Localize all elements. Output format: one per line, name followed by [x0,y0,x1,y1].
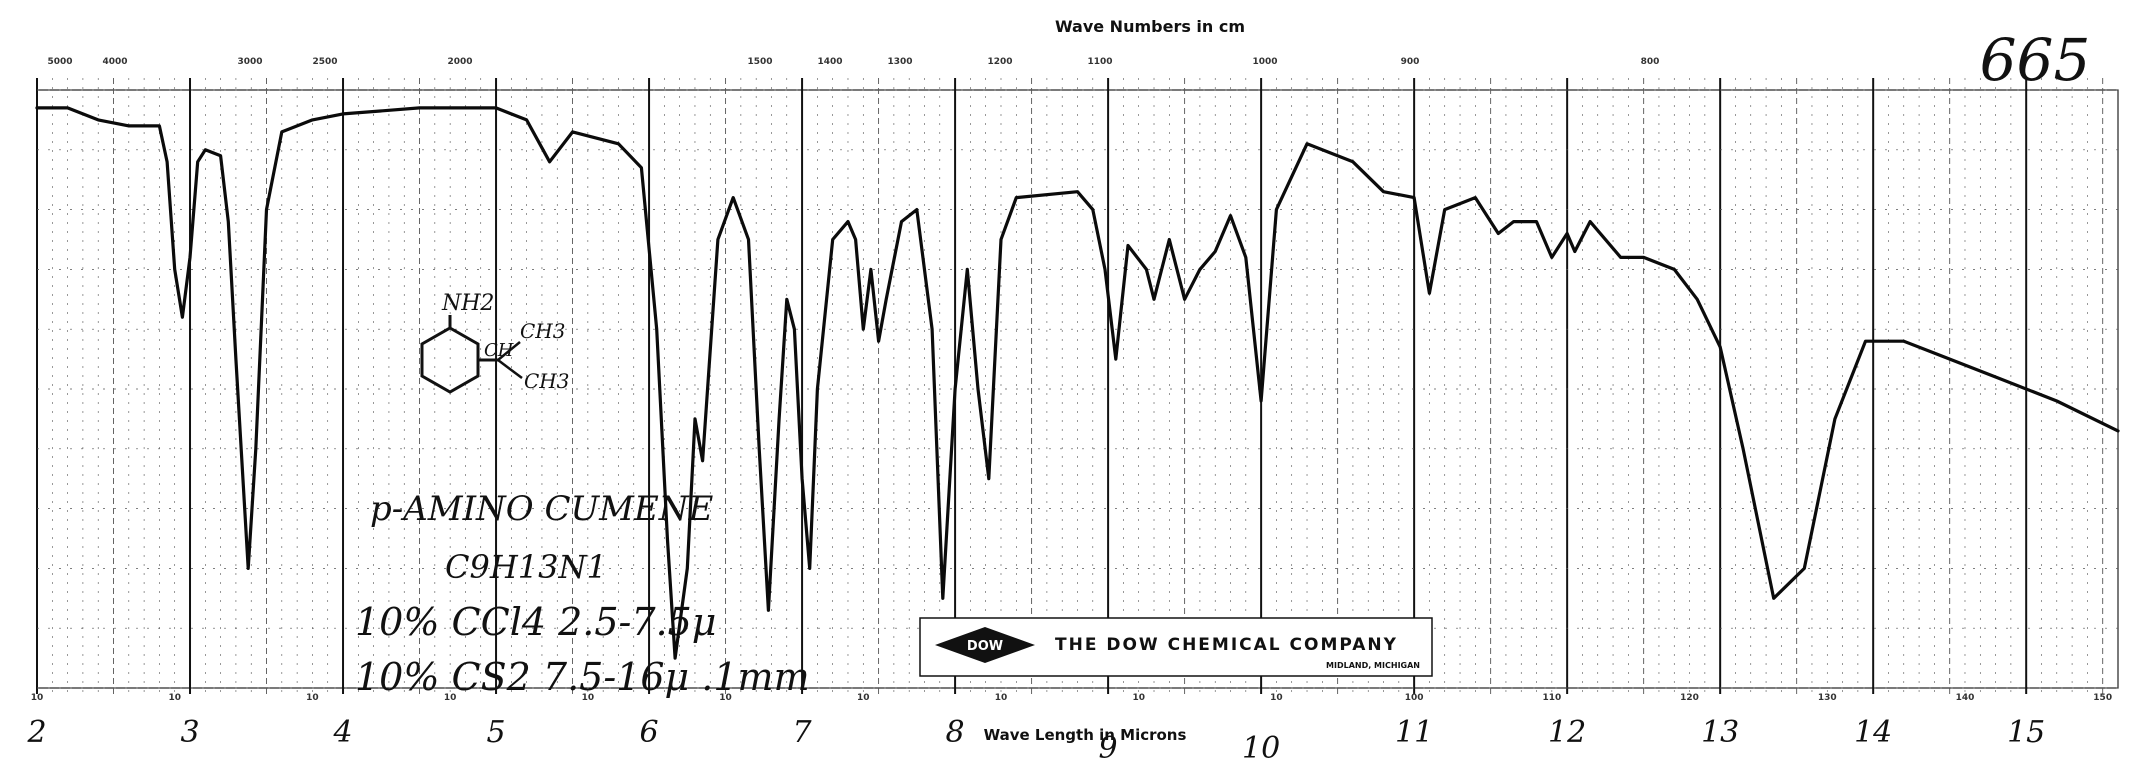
sample-condition-cs2: 10% CS2 7.5-16μ .1mm [355,655,810,699]
structure-label-ch: CH [484,340,514,361]
x-tick-label: 4 [332,715,352,750]
structure-drawing: NH2 CH3 CH CH3 [420,291,569,394]
top-tick-label: 4000 [102,57,127,67]
x-tick-label: 14 [1854,715,1892,750]
company-city: MIDLAND, MICHIGAN [1326,661,1420,670]
bottom-small-tick: 10 [444,693,457,703]
sample-number: 665 [1980,26,2091,94]
structure-label-nh2: NH2 [441,291,494,316]
bottom-small-tick: 10 [719,693,732,703]
top-tick-label: 1300 [887,57,912,67]
bottom-small-tick-labels: 10 10 10 10 10 10 10 10 10 10 100 110 120 130 140 150 [31,693,2112,703]
x-tick-label: 11 [1395,715,1433,750]
top-tick-label: 5000 [47,57,72,67]
bottom-small-tick: 10 [995,693,1008,703]
top-tick-label: 1100 [1087,57,1112,67]
x-tick-label: 8 [946,715,965,750]
dow-logo-text: DOW [967,639,1003,654]
bottom-small-tick: 150 [2093,693,2112,703]
x-tick-label: 15 [2007,715,2045,750]
x-tick-label: 5 [486,715,505,750]
company-name: THE DOW CHEMICAL COMPANY [1055,635,1398,655]
top-axis-title: Wave Numbers in cm [1055,17,1245,36]
top-tick-label: 3000 [237,57,262,67]
structure-label-ch3-top: CH3 [520,319,565,343]
top-tick-label: 2500 [312,57,337,67]
top-tick-label: 1000 [1252,57,1277,67]
bottom-small-tick: 10 [857,693,870,703]
x-tick-label: 7 [793,715,813,750]
top-tick-label: 1400 [817,57,842,67]
company-stamp: DOW THE DOW CHEMICAL COMPANY MIDLAND, MI… [919,617,1433,677]
bottom-small-tick: 10 [582,693,595,703]
bottom-small-tick: 10 [1270,693,1283,703]
top-tick-label: 2000 [447,57,472,67]
spectrum-line-0 [35,106,2120,660]
x-tick-label: 6 [640,715,659,750]
plot-frame [36,89,2119,689]
top-tick-label: 900 [1401,57,1420,67]
bottom-small-tick: 140 [1956,693,1975,703]
bottom-small-tick: 130 [1818,693,1837,703]
spectrum-series [35,106,2120,660]
bottom-small-tick: 100 [1405,693,1424,703]
structure-label-ch3-bottom: CH3 [524,369,569,393]
top-wavenumber-ticks: 5000 4000 3000 2500 2000 1500 1400 1300 1200 1100… [47,57,1659,67]
x-tick-label: 10 [1242,731,1280,766]
dow-diamond-logo [935,627,1035,663]
sample-condition-ccl4: 10% CCl4 2.5-7.5μ [355,600,717,644]
bottom-small-tick: 110 [1542,693,1561,703]
x-tick-label: 12 [1548,715,1586,750]
top-tick-label: 800 [1641,57,1660,67]
bottom-axis-title: Wave Length in Microns [984,726,1187,744]
bottom-small-tick: 10 [168,693,181,703]
benzene-ring-icon [420,326,480,394]
x-axis-tick-labels: 2 3 4 5 6 7 8 9 10 11 12 13 14 15 [26,715,2045,766]
x-tick-label: 13 [1701,715,1739,750]
bottom-small-tick: 10 [1132,693,1145,703]
bottom-small-tick: 10 [31,693,44,703]
x-tick-label: 2 [26,715,46,750]
top-tick-label: 1200 [987,57,1012,67]
top-tick-label: 1500 [747,57,772,67]
compound-formula: C9H13N1 [445,548,607,586]
chart-grid [36,78,2119,694]
x-tick-label: 3 [180,715,199,750]
bottom-small-tick: 120 [1680,693,1699,703]
bottom-small-tick: 10 [306,693,319,703]
compound-name: p-AMINO CUMENE [370,489,714,529]
x-tick-label: 9 [1099,731,1118,766]
